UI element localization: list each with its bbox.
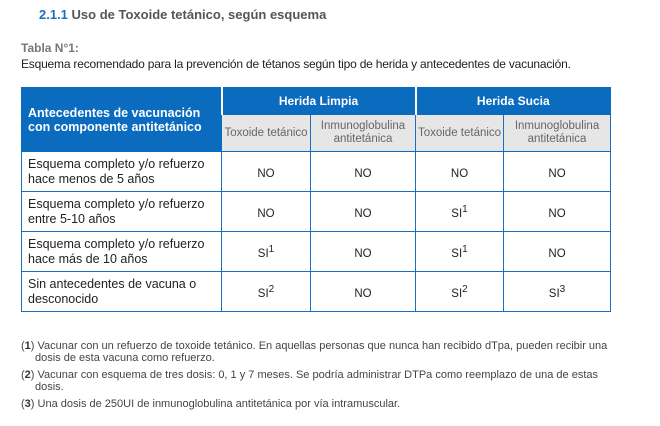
table-caption: Tabla N°1: bbox=[21, 41, 79, 55]
table-row: Sin antecedentes de vacuna o desconocido… bbox=[21, 271, 612, 312]
table-cell: NO bbox=[221, 151, 311, 192]
table-row: Esquema completo y/o refuerzo hace más d… bbox=[21, 231, 612, 272]
row-label: Esquema completo y/o refuerzo entre 5-10… bbox=[21, 191, 222, 232]
table-cell: NO bbox=[221, 191, 311, 232]
table-cell: SI1 bbox=[415, 191, 505, 232]
footnote: (2) Vacunar con esquema de tres dosis: 0… bbox=[21, 369, 599, 393]
subheader: Toxoide tetánico bbox=[415, 114, 505, 152]
row-header: Antecedentes de vacunación con component… bbox=[21, 87, 222, 152]
footnote: (3) Una dosis de 250UI de inmunoglobulin… bbox=[21, 398, 401, 410]
table-cell: SI1 bbox=[415, 231, 505, 272]
footnote: (1) Vacunar con un refuerzo de toxoide t… bbox=[21, 340, 608, 364]
table-cell: NO bbox=[503, 191, 612, 232]
table-cell: NO bbox=[309, 151, 417, 192]
table-cell: NO bbox=[309, 271, 417, 312]
row-label: Esquema completo y/o refuerzo hace más d… bbox=[21, 231, 222, 272]
table-cell: NO bbox=[415, 151, 505, 192]
section-heading: 2.1.1 Uso de Toxoide tetánico, según esq… bbox=[39, 7, 327, 22]
table-cell: NO bbox=[503, 151, 612, 192]
table-cell: SI2 bbox=[415, 271, 505, 312]
table-row: Esquema completo y/o refuerzo entre 5-10… bbox=[21, 191, 612, 232]
subheader: Inmunoglobulina antitetánica bbox=[503, 114, 612, 152]
subheader: Toxoide tetánico bbox=[221, 114, 311, 152]
row-label: Sin antecedentes de vacuna o desconocido bbox=[21, 271, 222, 312]
table-cell: SI3 bbox=[503, 271, 612, 312]
table-cell: SI2 bbox=[221, 271, 311, 312]
table-cell: NO bbox=[503, 231, 612, 272]
table-row: Esquema completo y/o refuerzo hace menos… bbox=[21, 151, 612, 192]
footnotes: (1) Vacunar con un refuerzo de toxoide t… bbox=[21, 340, 621, 415]
vaccination-table: Antecedentes de vacunación con component… bbox=[21, 87, 612, 312]
table-cell: SI1 bbox=[221, 231, 311, 272]
row-label: Esquema completo y/o refuerzo hace menos… bbox=[21, 151, 222, 192]
group-header-sucia: Herida Sucia bbox=[414, 87, 612, 115]
group-header-limpia: Herida Limpia bbox=[220, 87, 417, 115]
subheader: Inmunoglobulina antitetánica bbox=[309, 114, 417, 152]
table-description: Esquema recomendado para la prevención d… bbox=[21, 57, 571, 71]
table-cell: NO bbox=[309, 191, 417, 232]
table-cell: NO bbox=[309, 231, 417, 272]
